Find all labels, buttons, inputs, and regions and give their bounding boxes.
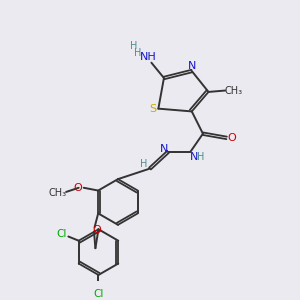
Text: Cl: Cl (93, 290, 103, 299)
Text: O: O (228, 133, 237, 143)
Text: H: H (134, 49, 142, 58)
Text: CH₃: CH₃ (224, 85, 243, 95)
Text: NH: NH (140, 52, 157, 62)
Text: N: N (188, 61, 196, 71)
Text: CH₃: CH₃ (49, 188, 67, 198)
Text: Cl: Cl (56, 229, 66, 239)
Text: O: O (92, 225, 101, 235)
Text: S: S (149, 103, 156, 114)
Text: O: O (73, 183, 82, 193)
Text: N: N (160, 144, 168, 154)
Text: H: H (197, 152, 205, 162)
Text: N: N (190, 152, 198, 162)
Text: H: H (140, 159, 148, 170)
Text: H: H (130, 41, 137, 51)
